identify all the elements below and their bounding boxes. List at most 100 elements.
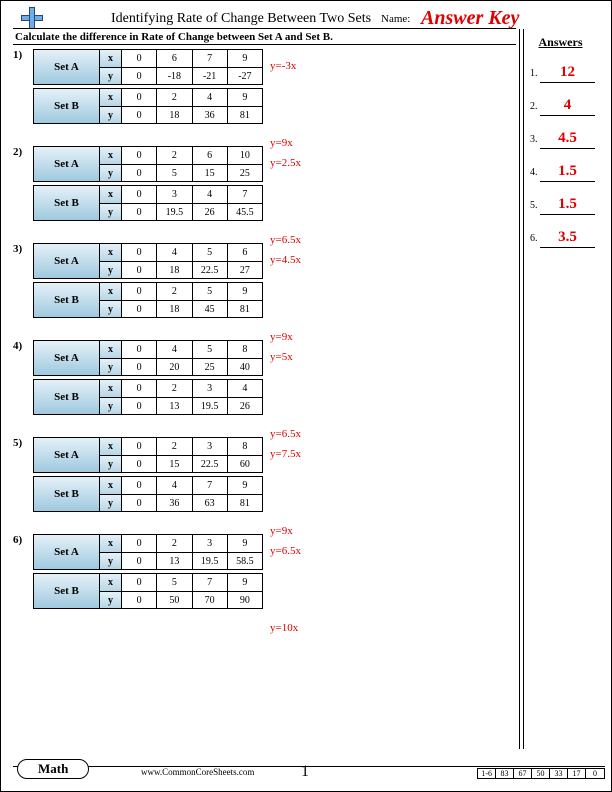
- set-a-table: Set Ax02610y051525y=2.5x: [33, 146, 263, 182]
- row-header: y: [100, 398, 122, 414]
- data-cell: 2: [157, 283, 192, 300]
- row-header: x: [100, 186, 122, 203]
- data-cell: 0: [122, 204, 157, 220]
- answer-line: 3.4.5: [530, 130, 595, 149]
- data-cell: 20: [157, 359, 192, 375]
- answer-value: 12: [540, 64, 595, 83]
- answer-key-stamp: Answer Key: [421, 7, 519, 30]
- data-cell: 4: [228, 380, 262, 397]
- answer-value: 1.5: [540, 163, 595, 182]
- data-cell: 19.5: [193, 553, 228, 569]
- data-cell: 81: [228, 495, 262, 511]
- data-cell: 3: [193, 535, 228, 552]
- problem: 1)Set Ax0679y0-18-21-27y=-3xSet Bx0249y0…: [15, 49, 505, 124]
- data-cell: 0: [122, 438, 157, 455]
- answer-line: 4.1.5: [530, 163, 595, 182]
- grade-scale-cell: 33: [550, 769, 568, 778]
- data-cell: 40: [228, 359, 262, 375]
- data-cell: 19.5: [193, 398, 228, 414]
- data-cell: 3: [157, 186, 192, 203]
- answer-number: 3.: [530, 134, 540, 145]
- problem-number: 6): [13, 534, 22, 546]
- data-cell: 0: [122, 283, 157, 300]
- data-cell: 8: [228, 438, 262, 455]
- plus-logo-icon: [19, 7, 45, 33]
- problem: 2)Set Ax02610y051525y=2.5xSet Bx0347y019…: [15, 146, 505, 221]
- grade-scale-cell: 67: [514, 769, 532, 778]
- instruction-text: Calculate the difference in Rate of Chan…: [15, 31, 333, 43]
- set-b-table: Set Bx0347y019.52645.5y=6.5x: [33, 185, 263, 221]
- data-cell: 0: [122, 592, 157, 608]
- data-cell: 7: [228, 186, 262, 203]
- data-cell: 0: [122, 147, 157, 164]
- problems-area: 1)Set Ax0679y0-18-21-27y=-3xSet Bx0249y0…: [15, 49, 505, 631]
- data-cell: 4: [157, 341, 192, 358]
- data-cell: 7: [193, 50, 228, 67]
- data-cell: 60: [228, 456, 262, 472]
- row-header: y: [100, 592, 122, 608]
- answer-number: 6.: [530, 233, 540, 244]
- data-cell: 0: [122, 68, 157, 84]
- set-b-table: Set Bx0579y0507090y=10x: [33, 573, 263, 609]
- data-cell: 70: [193, 592, 228, 608]
- data-cell: 0: [122, 301, 157, 317]
- row-header: x: [100, 477, 122, 494]
- data-cell: 5: [157, 574, 192, 591]
- row-header: x: [100, 341, 122, 358]
- row-header: x: [100, 535, 122, 552]
- data-cell: 0: [122, 495, 157, 511]
- problem-number: 4): [13, 340, 22, 352]
- answers-column: Answers 1.122.43.4.54.1.55.1.56.3.5: [519, 29, 601, 749]
- data-cell: 8: [228, 341, 262, 358]
- answer-number: 1.: [530, 68, 540, 79]
- data-cell: 13: [157, 553, 192, 569]
- row-header: y: [100, 553, 122, 569]
- set-label: Set A: [34, 438, 100, 472]
- page-number: 1: [301, 763, 309, 781]
- data-cell: 27: [228, 262, 262, 278]
- name-label: Name:: [381, 13, 410, 25]
- data-cell: 0: [122, 477, 157, 494]
- set-a-table: Set Ax0238y01522.560y=7.5x: [33, 437, 263, 473]
- data-cell: 5: [157, 165, 192, 181]
- set-label: Set B: [34, 380, 100, 414]
- data-cell: 45: [193, 301, 228, 317]
- data-cell: 18: [157, 262, 192, 278]
- data-cell: 90: [228, 592, 262, 608]
- data-cell: 5: [193, 341, 228, 358]
- data-cell: 6: [193, 147, 228, 164]
- answer-line: 5.1.5: [530, 196, 595, 215]
- data-cell: 0: [122, 107, 157, 123]
- set-b-table: Set Bx0479y0366381y=9x: [33, 476, 263, 512]
- row-header: y: [100, 262, 122, 278]
- data-cell: 15: [157, 456, 192, 472]
- set-label: Set A: [34, 244, 100, 278]
- data-cell: -18: [157, 68, 192, 84]
- set-label: Set A: [34, 50, 100, 84]
- equation-label: y=7.5x: [270, 448, 301, 460]
- answer-line: 1.12: [530, 64, 595, 83]
- data-cell: 4: [193, 186, 228, 203]
- site-url: www.CommonCoreSheets.com: [141, 767, 254, 777]
- equation-label: y=4.5x: [270, 254, 301, 266]
- grade-scale: 1-6 83675033170: [477, 768, 605, 779]
- answers-heading: Answers: [520, 35, 601, 50]
- data-cell: 0: [122, 398, 157, 414]
- problem: 3)Set Ax0456y01822.527y=4.5xSet Bx0259y0…: [15, 243, 505, 318]
- row-header: x: [100, 283, 122, 300]
- data-cell: 15: [193, 165, 228, 181]
- data-cell: 4: [193, 89, 228, 106]
- answer-value: 1.5: [540, 196, 595, 215]
- data-cell: 26: [193, 204, 228, 220]
- row-header: x: [100, 244, 122, 261]
- data-cell: 22.5: [193, 262, 228, 278]
- equation-label: y=-3x: [270, 60, 296, 72]
- set-label: Set B: [34, 89, 100, 123]
- data-cell: 6: [228, 244, 262, 261]
- row-header: x: [100, 89, 122, 106]
- set-b-table: Set Bx0234y01319.526y=6.5x: [33, 379, 263, 415]
- data-cell: 63: [193, 495, 228, 511]
- data-cell: 81: [228, 301, 262, 317]
- data-cell: 26: [228, 398, 262, 414]
- data-cell: 0: [122, 535, 157, 552]
